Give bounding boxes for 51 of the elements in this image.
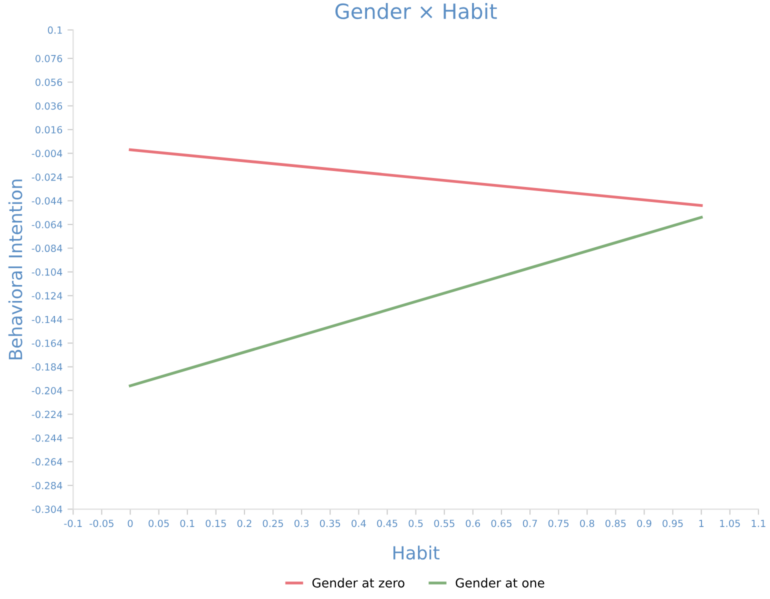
legend-label: Gender at one [456, 578, 544, 588]
x-tick-label: 1.05 [720, 520, 740, 528]
y-tick-label: 0.076 [36, 54, 62, 62]
x-tick-label: 0.6 [466, 520, 480, 528]
y-tick-label: -0.284 [32, 482, 62, 490]
x-tick-label: 0.95 [662, 520, 683, 528]
y-tick-label: -0.144 [32, 316, 62, 324]
y-tick-label: -0.164 [32, 340, 62, 347]
y-tick-label: -0.004 [32, 150, 62, 158]
y-tick-label: -0.224 [32, 410, 62, 418]
y-tick-label: -0.104 [32, 268, 62, 276]
x-tick-label: 0 [128, 520, 133, 528]
legend-label: Gender at zero [312, 578, 404, 588]
x-tick-label: 0.8 [580, 520, 594, 528]
x-tick-label: 0.65 [491, 520, 512, 528]
y-tick-label: 0.056 [36, 78, 62, 86]
y-tick-label: -0.304 [32, 506, 62, 513]
y-tick-label: 0.036 [36, 102, 62, 110]
y-tick-label: -0.184 [32, 363, 62, 371]
x-tick-label: 0.4 [352, 520, 366, 528]
x-tick-label: 0.75 [548, 520, 569, 528]
x-tick-label: 1 [699, 520, 704, 527]
x-tick-label: 0.55 [434, 520, 454, 528]
x-tick-label: 0.05 [148, 520, 169, 528]
x-axis-title: Habit [393, 546, 440, 560]
x-tick-label: 0.25 [262, 520, 284, 528]
y-tick-label: -0.084 [32, 244, 62, 252]
x-tick-label: 1.1 [752, 520, 766, 527]
x-tick-label: 0.7 [522, 520, 537, 528]
x-tick-label: 0.15 [206, 520, 226, 528]
y-tick-label: -0.024 [32, 174, 62, 181]
y-tick-label: -0.124 [32, 292, 62, 300]
x-tick-label: 0.85 [605, 520, 626, 528]
y-tick-label: -0.264 [32, 458, 62, 466]
y-tick-label: 0.016 [36, 126, 62, 134]
y-tick-label: -0.204 [32, 387, 62, 394]
y-tick-label: -0.064 [32, 220, 62, 228]
y-tick-label: -0.244 [32, 434, 62, 442]
y-tick-label: -0.044 [32, 197, 62, 205]
x-tick-label: -0.1 [64, 520, 82, 528]
x-tick-label: 0.35 [320, 520, 340, 528]
x-tick-label: -0.05 [90, 520, 114, 528]
x-tick-label: 0.5 [408, 520, 423, 528]
y-tick-label: 0.1 [48, 26, 62, 34]
x-tick-label: 0.9 [637, 520, 652, 528]
x-tick-label: 0.1 [180, 520, 194, 528]
x-tick-label: 0.3 [294, 520, 309, 528]
x-tick-label: 0.45 [377, 520, 398, 528]
y-axis-title: Behavioral Intention [8, 180, 22, 360]
x-tick-label: 0.2 [237, 520, 252, 528]
chart-title: Gender × Habit [335, 3, 497, 20]
